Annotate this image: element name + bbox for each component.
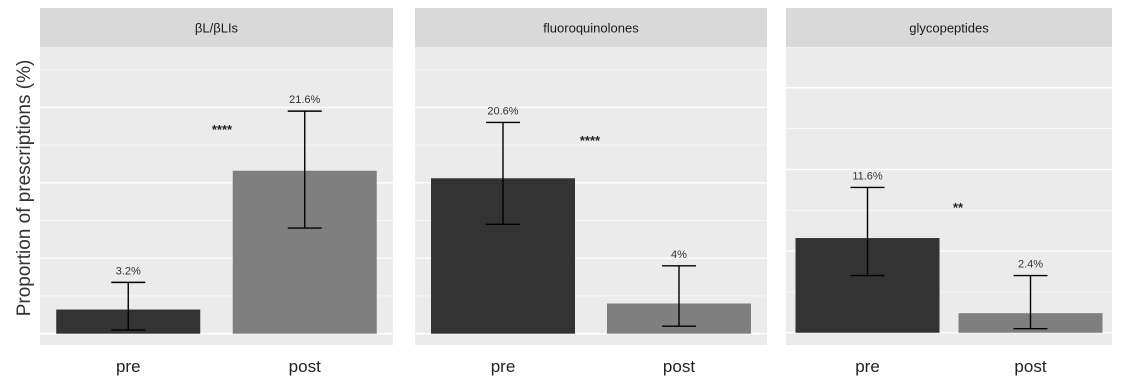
x-tick-label: post bbox=[1014, 357, 1046, 376]
facet-title: fluoroquinolones bbox=[543, 21, 639, 36]
facet-title: βL/βLIs bbox=[195, 21, 239, 36]
x-tick-label: pre bbox=[855, 357, 880, 376]
significance-marker: ** bbox=[953, 200, 964, 215]
facet-strip bbox=[786, 8, 1112, 47]
panel-1: βL/βLIs 3.2% pre 21.6% post **** bbox=[40, 8, 393, 376]
facet-strip bbox=[40, 8, 393, 47]
data-label: 4% bbox=[671, 249, 687, 261]
data-label: 20.6% bbox=[487, 105, 518, 117]
data-label: 3.2% bbox=[116, 265, 141, 277]
significance-marker: **** bbox=[580, 133, 601, 148]
data-label: 21.6% bbox=[289, 94, 320, 106]
significance-marker: **** bbox=[212, 122, 233, 137]
panels-group: βL/βLIs3.2%pre21.6%post****fluoroquinolo… bbox=[40, 8, 1112, 376]
x-tick-label: pre bbox=[491, 357, 516, 376]
x-tick-label: post bbox=[663, 357, 695, 376]
data-label: 11.6% bbox=[852, 170, 883, 182]
x-tick-label: post bbox=[289, 357, 321, 376]
facet-title: glycopeptides bbox=[909, 21, 989, 36]
x-tick-label: pre bbox=[116, 357, 141, 376]
panel-3: glycopeptides 11.6% pre 2.4% post ** bbox=[786, 8, 1112, 376]
y-axis-label: Proportion of prescriptions (%) bbox=[14, 60, 35, 317]
panel-2: fluoroquinolones 20.6% pre 4% post **** bbox=[415, 8, 767, 376]
facet-strip bbox=[415, 8, 767, 47]
data-label: 2.4% bbox=[1018, 259, 1043, 271]
